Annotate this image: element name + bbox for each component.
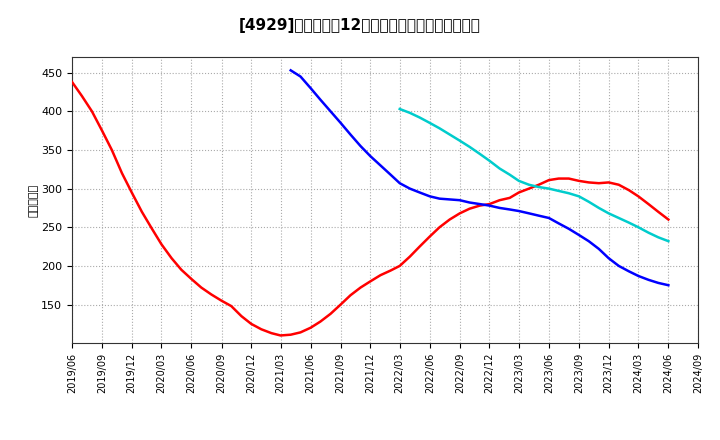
Y-axis label: （百万円）: （百万円） <box>28 183 38 217</box>
Text: [4929]　経常利益12か月移動合計の平均値の推移: [4929] 経常利益12か月移動合計の平均値の推移 <box>239 18 481 33</box>
